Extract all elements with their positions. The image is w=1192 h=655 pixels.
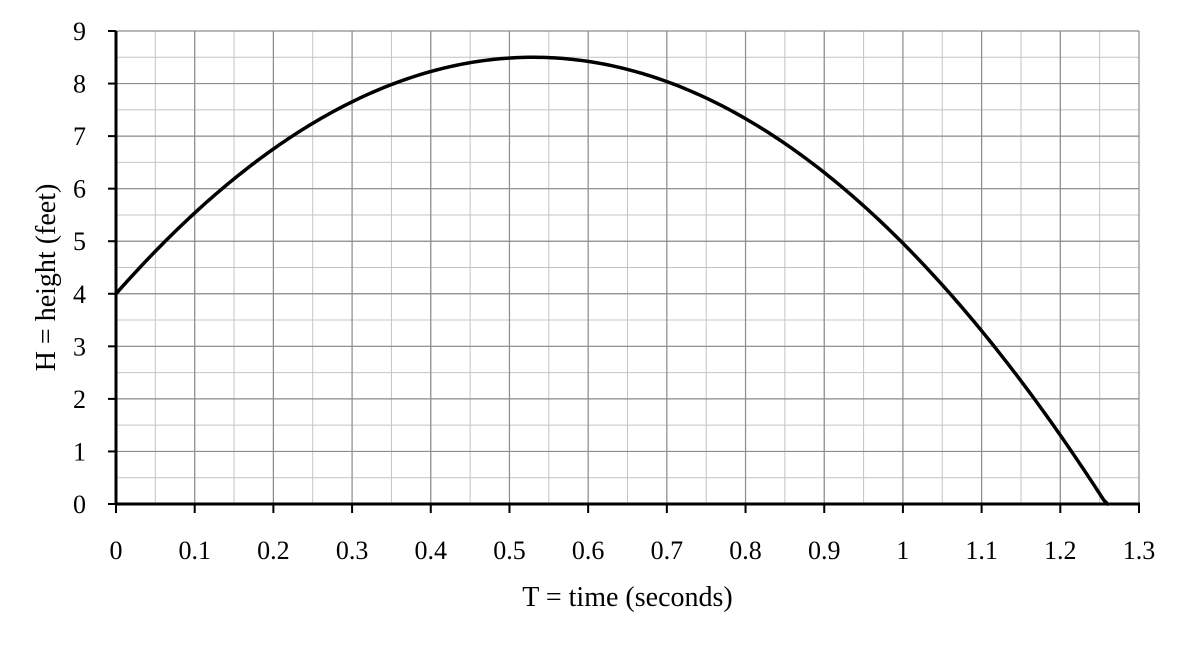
- x-tick-label: 0.5: [493, 536, 526, 565]
- axes: [114, 31, 1140, 506]
- minor-grid: [115, 30, 1140, 505]
- x-tick-label: 0.3: [336, 536, 369, 565]
- height-curve: [114, 55, 1110, 506]
- x-tick-label: 0.8: [729, 536, 762, 565]
- tick-marks: [108, 30, 1140, 513]
- x-tick-label: 0.4: [415, 536, 448, 565]
- y-tick-label: 2: [73, 385, 86, 414]
- x-tick-label: 0.7: [651, 536, 684, 565]
- y-tick-label: 8: [73, 70, 86, 99]
- y-tick-label: 1: [73, 437, 86, 466]
- y-tick-label: 5: [73, 227, 86, 256]
- x-tick-label: 0.1: [178, 536, 211, 565]
- x-tick-label: 0.2: [257, 536, 290, 565]
- x-tick-label: 1.3: [1123, 536, 1156, 565]
- x-tick-label: 0.6: [572, 536, 605, 565]
- y-tick-label: 4: [73, 280, 86, 309]
- y-tick-label: 9: [73, 17, 86, 46]
- y-axis-title: H = height (feet): [31, 184, 62, 372]
- y-tick-label: 0: [73, 490, 86, 519]
- x-tick-label: 0.9: [808, 536, 841, 565]
- x-tick-label: 1.2: [1044, 536, 1077, 565]
- series-layer: [114, 55, 1110, 506]
- x-axis-title: T = time (seconds): [522, 582, 732, 613]
- x-tick-label: 0: [110, 536, 123, 565]
- x-tick-labels: 0 0.1 0.2 0.3 0.4 0.5 0.6 0.7 0.8 0.9 1 1.1 1.2 1.3: [110, 536, 1156, 565]
- y-tick-labels: 0 1 2 3 4 5 6 7 8 9: [73, 17, 86, 519]
- y-tick-label: 7: [73, 122, 86, 151]
- x-tick-label: 1: [896, 536, 909, 565]
- y-tick-label: 3: [73, 332, 86, 361]
- y-tick-label: 6: [73, 175, 86, 204]
- x-tick-label: 1.1: [965, 536, 998, 565]
